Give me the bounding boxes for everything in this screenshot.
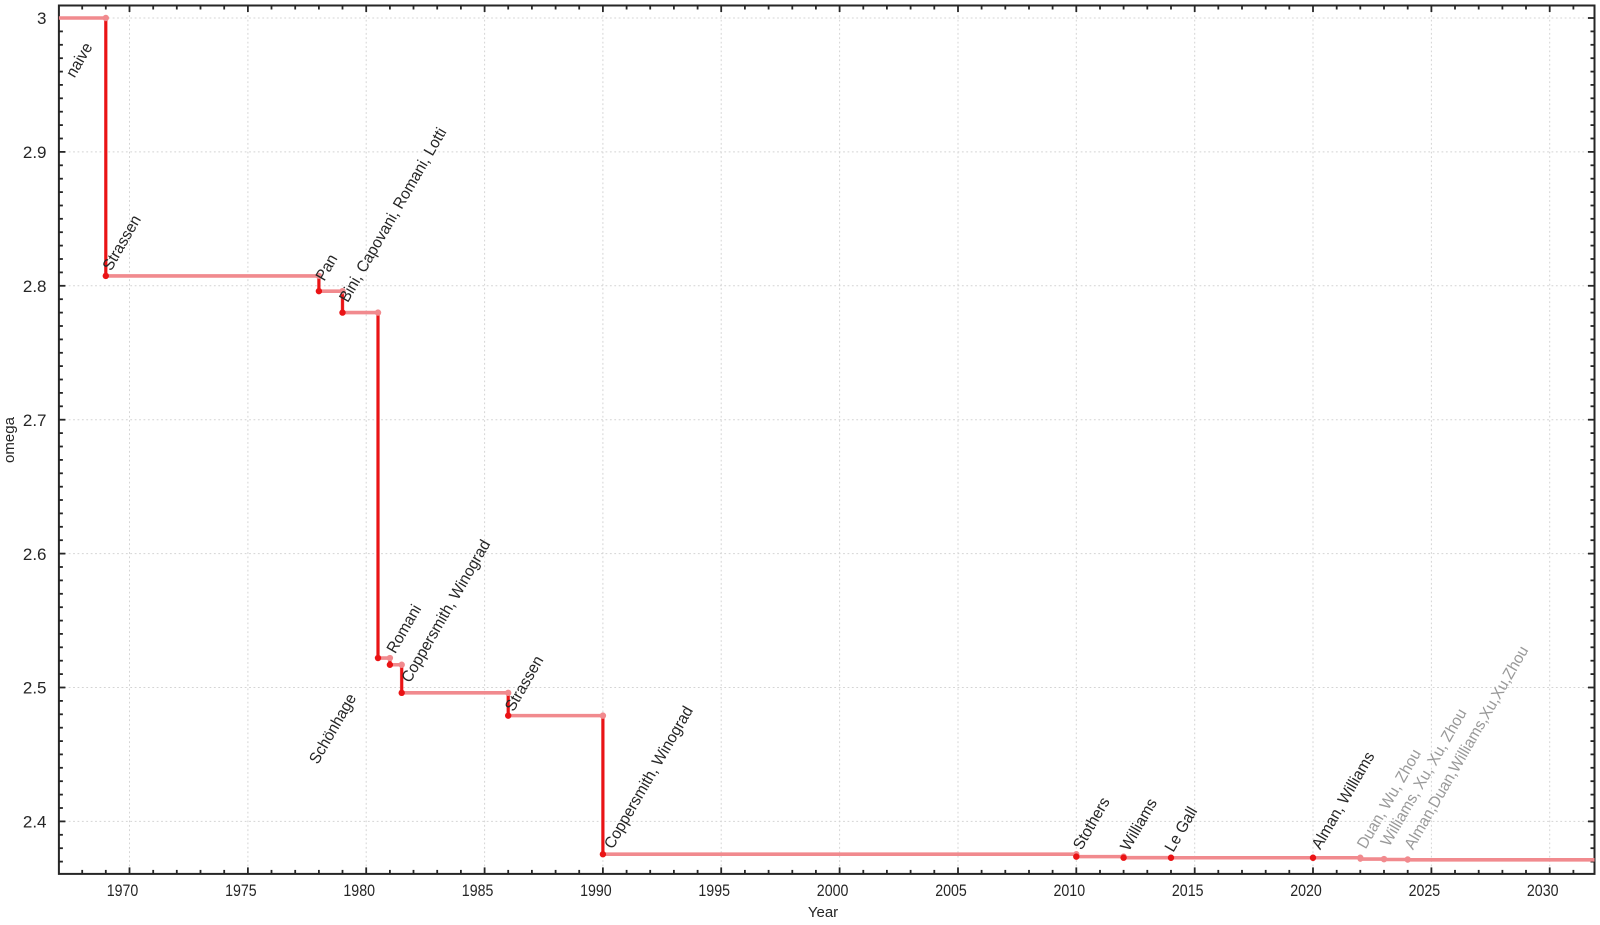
svg-text:2025: 2025: [1409, 881, 1441, 900]
svg-text:omega: omega: [1, 416, 18, 463]
svg-text:2.4: 2.4: [23, 813, 47, 832]
svg-text:3: 3: [37, 9, 46, 28]
svg-text:2.6: 2.6: [23, 545, 47, 564]
svg-text:2005: 2005: [935, 881, 967, 900]
svg-text:2020: 2020: [1290, 881, 1322, 900]
svg-text:1995: 1995: [698, 881, 730, 900]
svg-text:1980: 1980: [343, 881, 375, 900]
svg-text:1970: 1970: [107, 881, 139, 900]
svg-text:2000: 2000: [817, 881, 849, 900]
svg-text:2030: 2030: [1527, 881, 1559, 900]
svg-text:2.7: 2.7: [23, 411, 47, 430]
svg-text:2015: 2015: [1172, 881, 1204, 900]
svg-text:2.9: 2.9: [23, 143, 47, 162]
svg-text:Year: Year: [808, 904, 838, 920]
svg-text:1975: 1975: [225, 881, 257, 900]
svg-text:1985: 1985: [462, 881, 494, 900]
svg-text:2.5: 2.5: [23, 679, 47, 698]
svg-text:2.8: 2.8: [23, 277, 47, 296]
svg-text:1990: 1990: [580, 881, 612, 900]
svg-text:2010: 2010: [1054, 881, 1086, 900]
